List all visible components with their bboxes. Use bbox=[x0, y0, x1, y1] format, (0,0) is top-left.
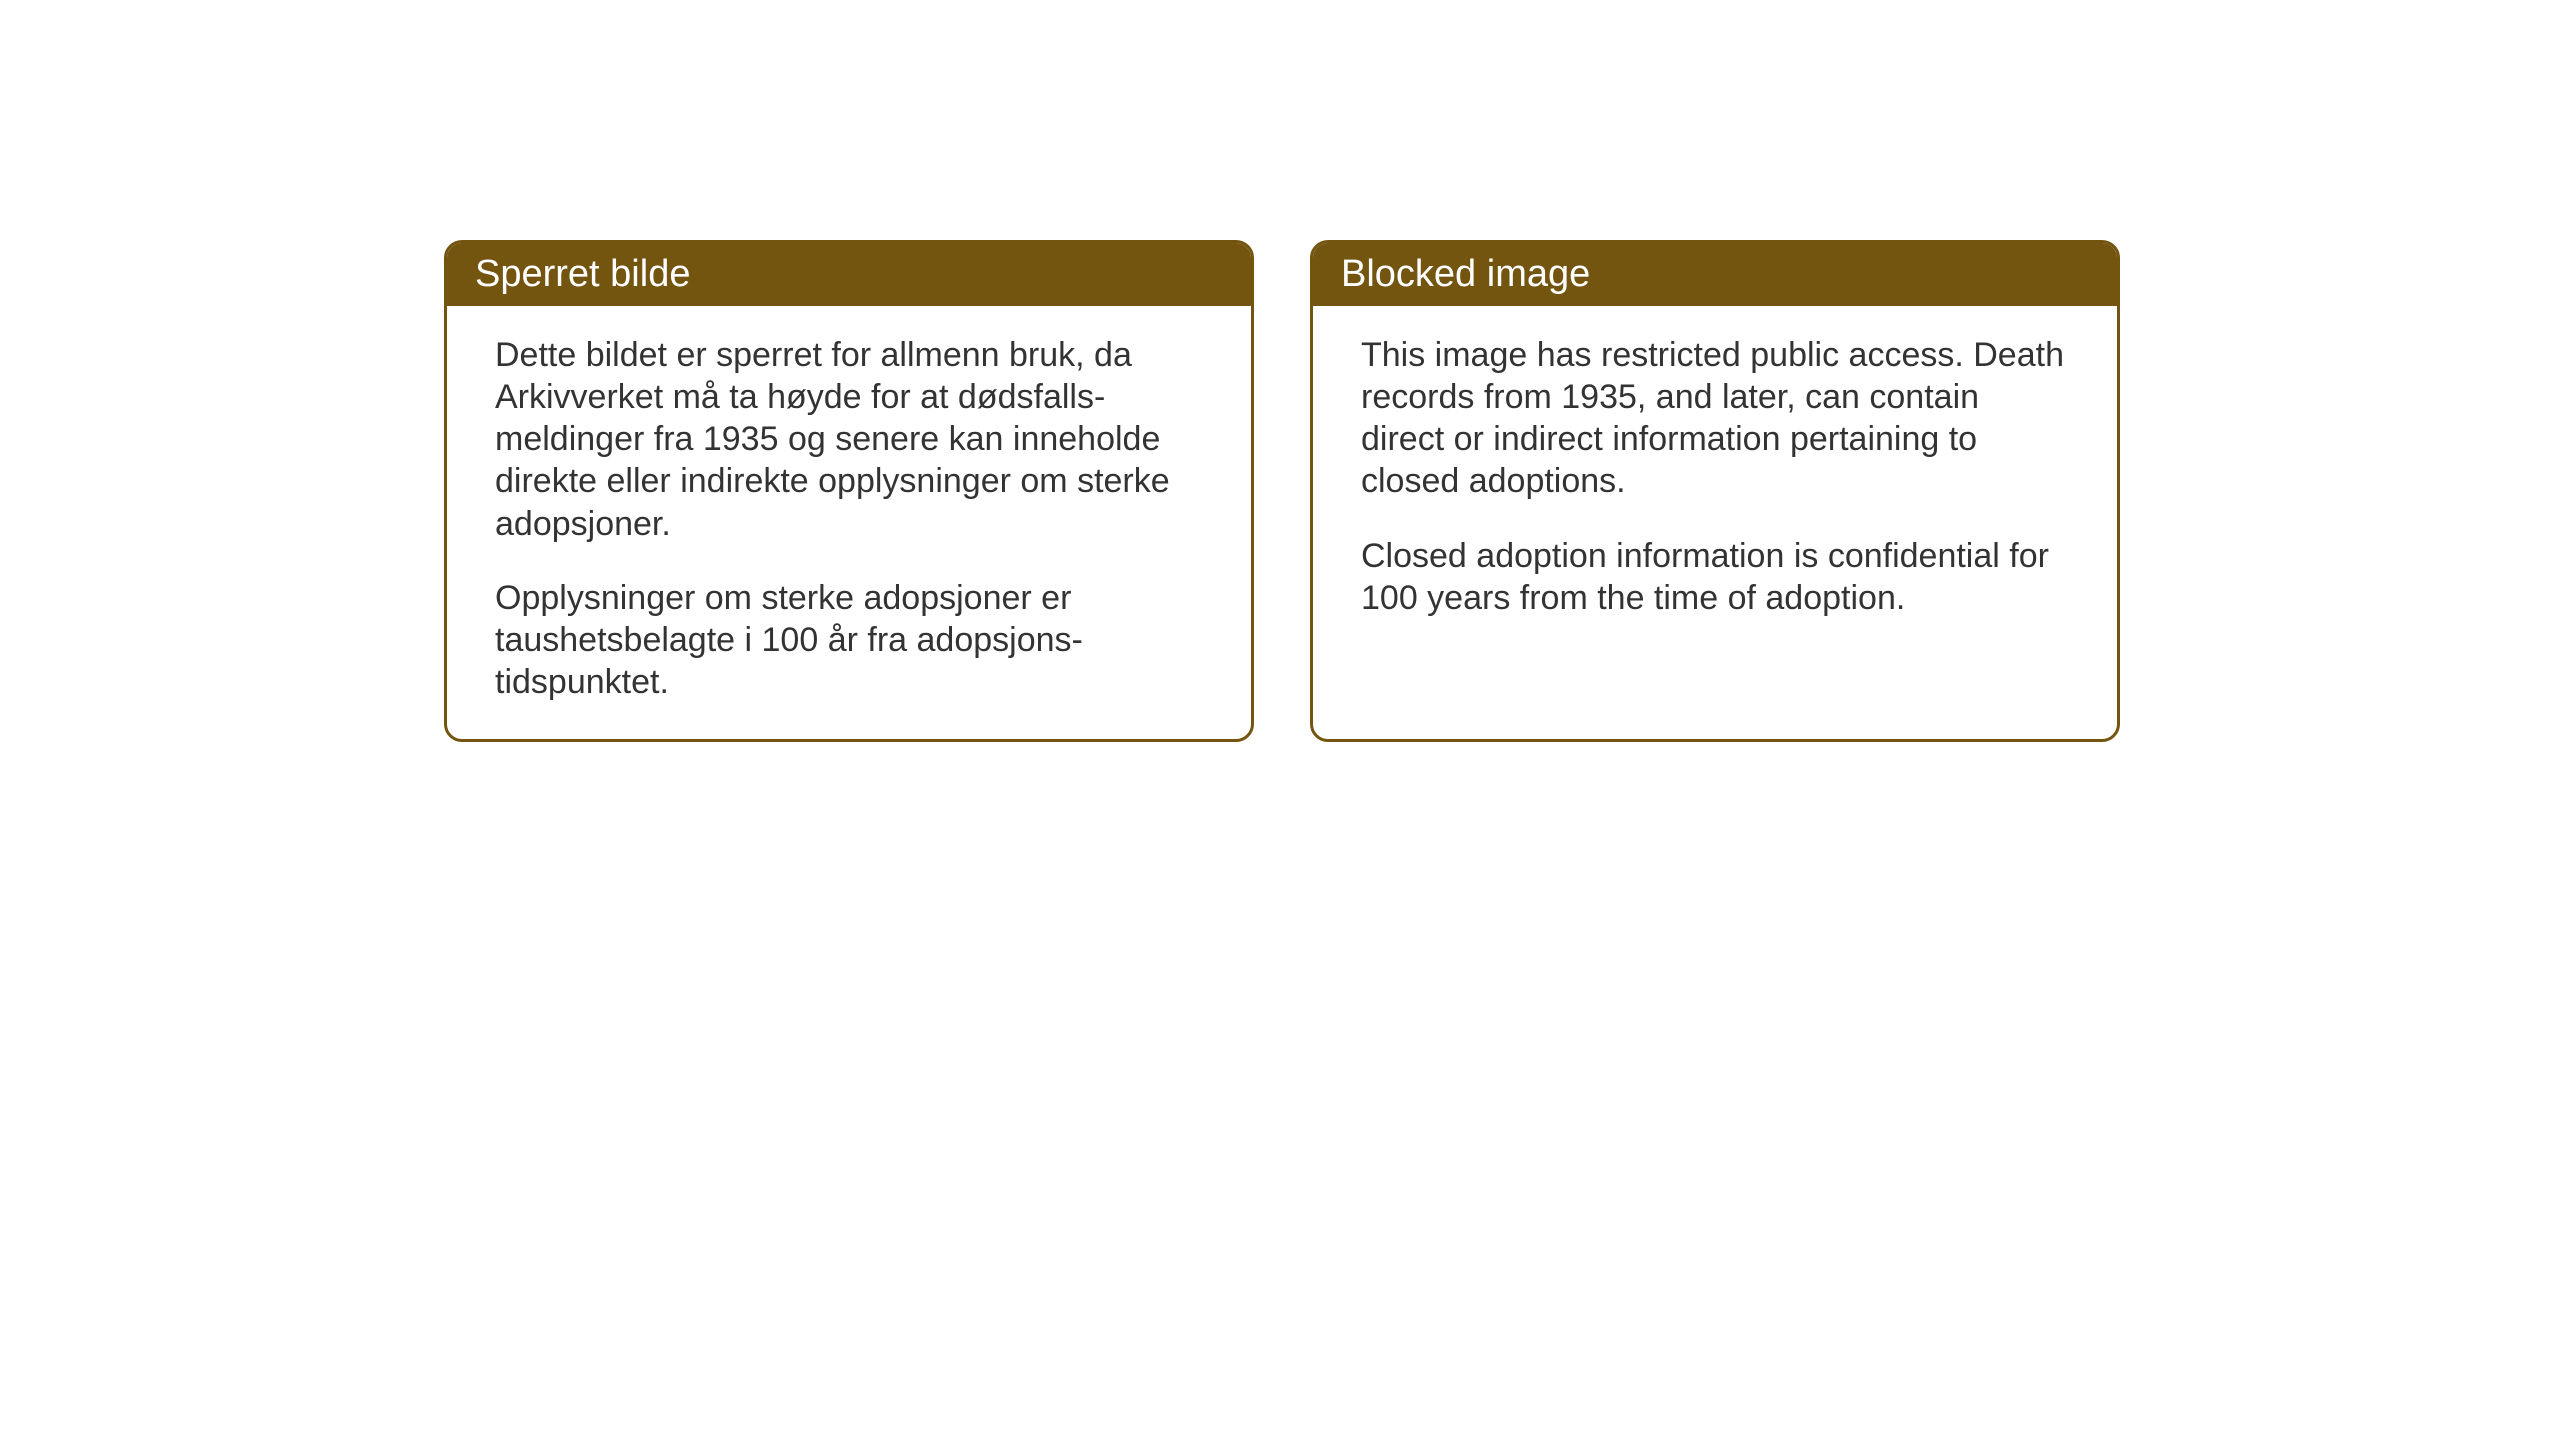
card-body-norwegian: Dette bildet er sperret for allmenn bruk… bbox=[447, 306, 1251, 739]
card-title-norwegian: Sperret bilde bbox=[475, 253, 690, 295]
paragraph-1-norwegian: Dette bildet er sperret for allmenn bruk… bbox=[495, 334, 1203, 545]
notice-card-english: Blocked image This image has restricted … bbox=[1310, 240, 2120, 742]
paragraph-1-english: This image has restricted public access.… bbox=[1361, 334, 2069, 503]
notice-cards-container: Sperret bilde Dette bildet er sperret fo… bbox=[444, 240, 2120, 742]
card-header-norwegian: Sperret bilde bbox=[447, 243, 1251, 306]
notice-card-norwegian: Sperret bilde Dette bildet er sperret fo… bbox=[444, 240, 1254, 742]
card-header-english: Blocked image bbox=[1313, 243, 2117, 306]
paragraph-2-norwegian: Opplysninger om sterke adopsjoner er tau… bbox=[495, 577, 1203, 703]
card-title-english: Blocked image bbox=[1341, 253, 1590, 295]
paragraph-2-english: Closed adoption information is confident… bbox=[1361, 535, 2069, 619]
card-body-english: This image has restricted public access.… bbox=[1313, 306, 2117, 726]
